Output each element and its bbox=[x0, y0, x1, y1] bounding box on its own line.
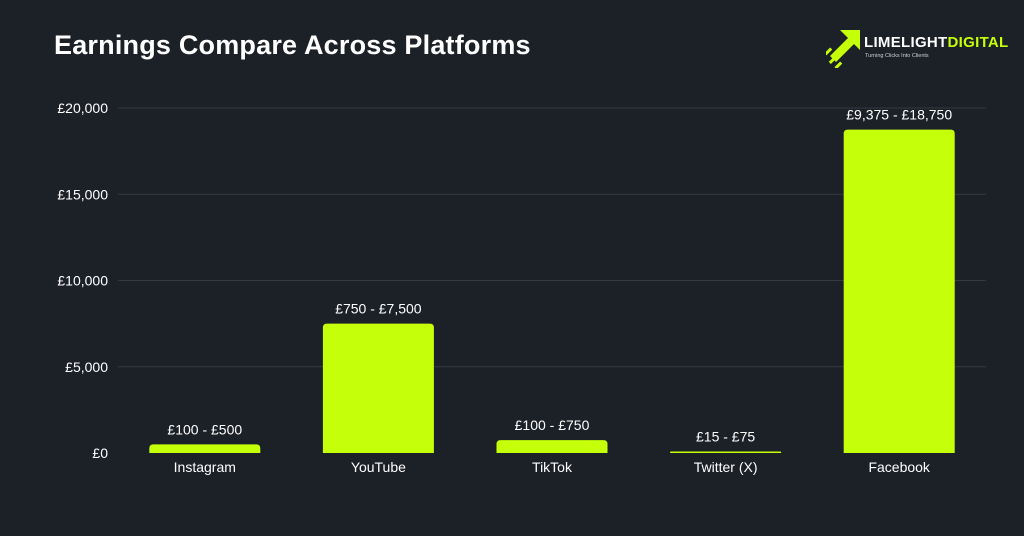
logo-wordmark: LIMELIGHTDIGITAL bbox=[864, 34, 1009, 51]
y-tick-label: £10,000 bbox=[57, 273, 108, 289]
bar bbox=[149, 444, 261, 453]
bar bbox=[322, 323, 434, 453]
x-tick-label: Instagram bbox=[174, 459, 236, 475]
y-tick-label: £20,000 bbox=[57, 100, 108, 116]
x-tick-label: TikTok bbox=[532, 459, 573, 475]
chart-title: Earnings Compare Across Platforms bbox=[54, 30, 531, 60]
x-tick-label: Facebook bbox=[868, 459, 930, 475]
bar bbox=[843, 129, 955, 453]
y-tick-label: £0 bbox=[92, 445, 108, 461]
x-tick-label: YouTube bbox=[351, 459, 406, 475]
logo-word-primary: LIMELIGHT bbox=[864, 34, 948, 51]
data-label: £9,375 - £18,750 bbox=[846, 107, 952, 123]
brand-logo: LIMELIGHTDIGITAL Turning Clicks Into Cli… bbox=[826, 28, 1008, 70]
data-label: £15 - £75 bbox=[696, 429, 755, 445]
bar bbox=[496, 440, 608, 453]
logo-tagline: Turning Clicks Into Clients bbox=[865, 53, 929, 59]
logo-word-secondary: DIGITAL bbox=[947, 34, 1009, 51]
bar bbox=[670, 451, 782, 453]
data-label: £100 - £750 bbox=[515, 417, 590, 433]
y-tick-label: £15,000 bbox=[57, 186, 108, 202]
data-label: £100 - £500 bbox=[167, 421, 242, 437]
x-tick-label: Twitter (X) bbox=[694, 459, 758, 475]
y-tick-label: £5,000 bbox=[65, 359, 108, 375]
data-label: £750 - £7,500 bbox=[335, 301, 422, 317]
rocket-arrow-icon bbox=[826, 30, 860, 68]
